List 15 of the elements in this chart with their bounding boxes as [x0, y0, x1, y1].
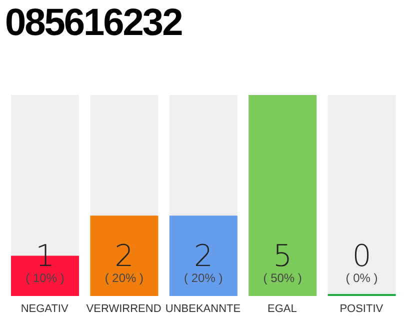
annotation: 0: [352, 239, 372, 274]
data-label: ( 50% ): [263, 271, 302, 285]
data-label: ( 20% ): [104, 271, 144, 285]
data-label: ( 0% ): [346, 271, 378, 285]
x-tick-label: NEGATIV: [20, 302, 69, 315]
annotation: 2: [194, 239, 213, 274]
data-label: ( 10% ): [26, 271, 64, 285]
annotation: 2: [114, 239, 134, 274]
x-tick-label: VERWIRREND: [86, 302, 162, 315]
annotation: 5: [273, 239, 292, 274]
chart-title: 085616232: [5, 1, 182, 46]
x-tick-label: UNBEKANNTE: [165, 302, 241, 315]
x-tick-label: POSITIV: [340, 302, 384, 315]
x-tick-label: EGAL: [268, 302, 297, 315]
data-label: ( 20% ): [184, 271, 223, 285]
